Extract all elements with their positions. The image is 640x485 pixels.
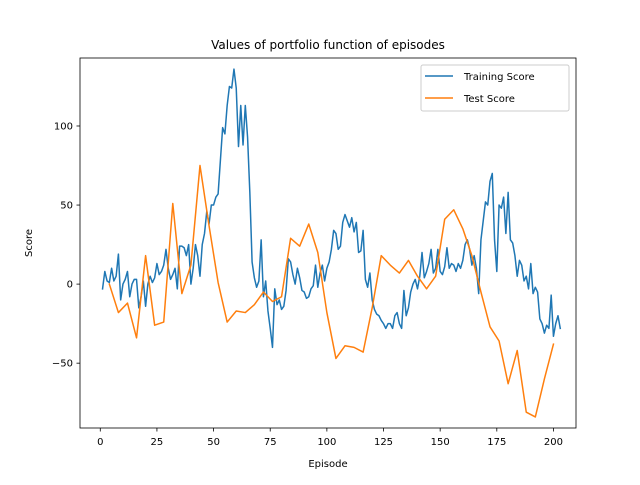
- chart-title: Values of portfolio function of episodes: [211, 38, 445, 52]
- x-tick-label: 200: [544, 437, 563, 448]
- x-tick-label: 75: [264, 437, 277, 448]
- y-tick-label: 50: [60, 201, 73, 212]
- x-tick-label: 50: [207, 437, 220, 448]
- x-axis-label: Episode: [308, 459, 347, 470]
- plot-frame: [79, 57, 577, 429]
- series-layer: [101, 68, 562, 418]
- series-line-test-score: [108, 164, 555, 418]
- y-axis-label: Score: [24, 229, 35, 257]
- legend-box: [420, 64, 570, 112]
- x-tick-label: 25: [151, 437, 164, 448]
- x-tick-label: 0: [97, 437, 103, 448]
- x-tick-label: 175: [487, 437, 506, 448]
- legend-label-training-score: Training Score: [463, 72, 535, 83]
- x-tick-label: 150: [431, 437, 450, 448]
- legend-label-test-score: Test Score: [463, 94, 515, 105]
- x-tick-label: 100: [317, 437, 336, 448]
- y-tick-label: 100: [54, 121, 73, 132]
- y-tick-label: −50: [52, 359, 73, 370]
- x-tick-label: 125: [374, 437, 393, 448]
- x-axis-ticks: 0 25 50 75 100 125 150 175 200: [97, 428, 563, 448]
- y-tick-label: 0: [67, 280, 73, 291]
- plot-area: [80, 58, 576, 428]
- y-axis-ticks: −50 0 50 100: [52, 121, 80, 370]
- legend: Training Score Test Score: [420, 64, 570, 112]
